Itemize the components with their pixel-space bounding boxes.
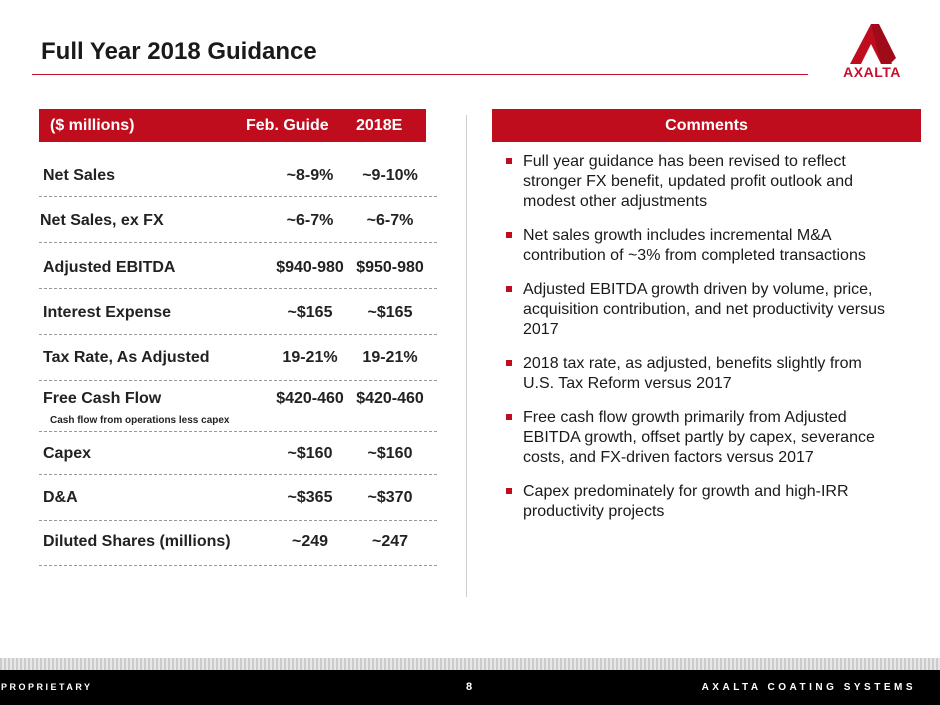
row-label: Diluted Shares (millions) <box>43 533 231 550</box>
row-2018e: ~$370 <box>367 489 413 506</box>
table-row: Interest Expense ~$165 ~$165 <box>39 304 439 334</box>
row-2018e: ~$160 <box>367 445 413 462</box>
row-2018e: $950-980 <box>356 259 424 276</box>
row-divider <box>39 520 437 521</box>
row-divider <box>39 288 437 289</box>
table-row: Capex ~$160 ~$160 <box>39 445 439 475</box>
row-divider <box>39 474 437 475</box>
row-label: Net Sales <box>43 167 116 184</box>
guidance-table-header: ($ millions) Feb. Guide 2018E <box>39 109 426 142</box>
table-row: D&A ~$365 ~$370 <box>39 489 439 519</box>
table-row: Net Sales, ex FX ~6-7% ~6-7% <box>39 212 439 242</box>
row-feb-guide: $420-460 <box>276 390 344 407</box>
row-label: Interest Expense <box>43 304 172 321</box>
table-row: Free Cash Flow $420-460 $420-460 <box>39 390 439 420</box>
title-divider <box>32 74 808 75</box>
row-divider <box>39 334 437 335</box>
row-2018e: ~9-10% <box>362 167 418 184</box>
row-2018e: ~6-7% <box>366 212 414 229</box>
page-number: 8 <box>466 681 473 693</box>
row-divider <box>39 431 437 432</box>
row-label: Net Sales, ex FX <box>40 212 164 229</box>
row-feb-guide: ~8-9% <box>286 167 334 184</box>
row-label: Tax Rate, As Adjusted <box>43 349 210 366</box>
row-divider <box>39 196 437 197</box>
row-feb-guide: ~$165 <box>287 304 333 321</box>
row-2018e: ~$165 <box>367 304 413 321</box>
axalta-logo <box>850 24 896 64</box>
row-label: Free Cash Flow <box>43 390 162 407</box>
table-row: Net Sales ~8-9% ~9-10% <box>39 167 439 197</box>
logo-wordmark: AXALTA <box>843 64 901 80</box>
row-feb-guide: ~$160 <box>287 445 333 462</box>
footer-company: AXALTA COATING SYSTEMS <box>701 682 916 693</box>
row-feb-guide: ~249 <box>291 533 329 550</box>
table-row: Diluted Shares (millions) ~249 ~247 <box>39 533 439 563</box>
row-2018e: 19-21% <box>362 349 418 366</box>
row-feb-guide: ~6-7% <box>286 212 334 229</box>
row-feb-guide: $940-980 <box>276 259 344 276</box>
list-item: 2018 tax rate, as adjusted, benefits sli… <box>506 354 896 394</box>
header-2018e: 2018E <box>356 117 403 134</box>
fcf-footnote: Cash flow from operations less capex <box>50 415 230 426</box>
row-label: D&A <box>43 489 78 506</box>
header-units: ($ millions) <box>50 117 135 134</box>
page-title: Full Year 2018 Guidance <box>41 38 317 65</box>
list-item: Free cash flow growth primarily from Adj… <box>506 408 896 468</box>
row-divider <box>39 242 437 243</box>
row-2018e: ~247 <box>371 533 409 550</box>
comments-list: Full year guidance has been revised to r… <box>506 152 896 536</box>
row-label: Adjusted EBITDA <box>43 259 176 276</box>
header-feb-guide: Feb. Guide <box>246 117 329 134</box>
footer-bar: PROPRIETARY 8 AXALTA COATING SYSTEMS <box>0 670 940 705</box>
list-item: Net sales growth includes incremental M&… <box>506 226 896 266</box>
row-feb-guide: ~$365 <box>287 489 333 506</box>
column-divider <box>466 115 467 597</box>
list-item: Adjusted EBITDA growth driven by volume,… <box>506 280 896 340</box>
table-row: Adjusted EBITDA $940-980 $950-980 <box>39 259 439 289</box>
comments-header: Comments <box>492 109 921 142</box>
footer-pattern <box>0 658 940 670</box>
list-item: Capex predominately for growth and high-… <box>506 482 896 522</box>
row-divider <box>39 565 437 566</box>
list-item: Full year guidance has been revised to r… <box>506 152 896 212</box>
table-row: Tax Rate, As Adjusted 19-21% 19-21% <box>39 349 439 379</box>
row-label: Capex <box>43 445 92 462</box>
row-2018e: $420-460 <box>356 390 424 407</box>
row-divider <box>39 380 437 381</box>
row-feb-guide: 19-21% <box>282 349 338 366</box>
footer-proprietary: PROPRIETARY <box>1 682 93 692</box>
